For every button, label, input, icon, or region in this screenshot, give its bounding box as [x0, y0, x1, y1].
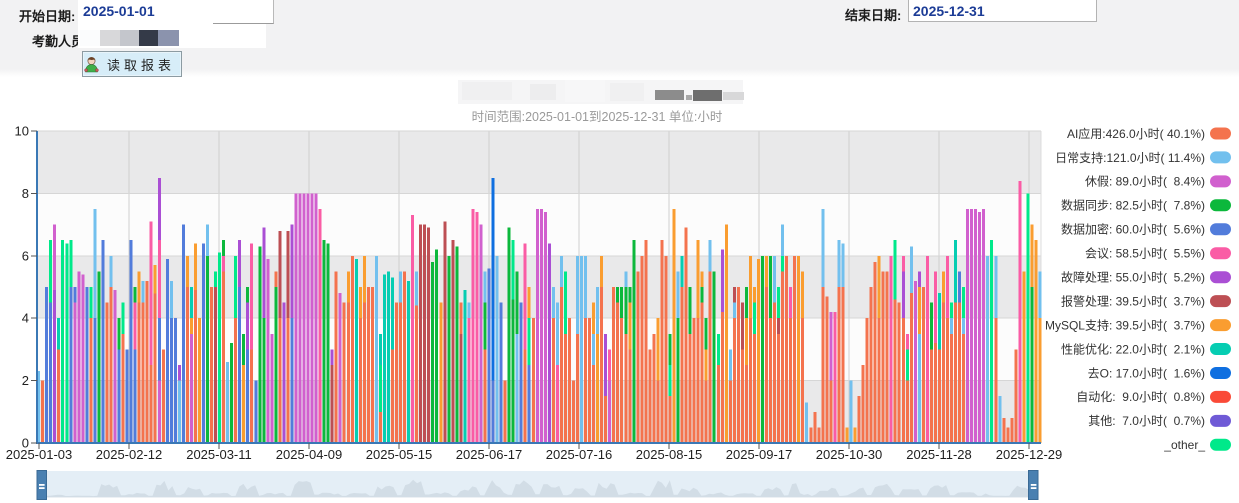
svg-text:2025-01-03: 2025-01-03 [6, 447, 73, 462]
svg-text:2025-12-29: 2025-12-29 [996, 447, 1063, 462]
svg-text:2025-08-15: 2025-08-15 [636, 447, 703, 462]
svg-text:8: 8 [22, 186, 29, 201]
svg-text:10: 10 [15, 124, 29, 139]
svg-text:2025-11-28: 2025-11-28 [906, 447, 972, 462]
svg-text:6: 6 [22, 248, 29, 263]
svg-text:2025-03-11: 2025-03-11 [186, 447, 252, 462]
svg-text:2025-07-16: 2025-07-16 [546, 447, 613, 462]
svg-text:会议: 58.5小时( 5.5%): 会议: 58.5小时( 5.5%) [1085, 247, 1205, 261]
svg-text:4: 4 [22, 311, 29, 326]
svg-text:时间范围:2025-01-01到2025-12-31 单位:: 时间范围:2025-01-01到2025-12-31 单位:小时 [472, 109, 723, 124]
svg-text:其他: 7.0小时( 0.7%): 其他: 7.0小时( 0.7%) [1088, 414, 1205, 428]
svg-text:2025-10-30: 2025-10-30 [816, 447, 883, 462]
svg-text:日常支持:121.0小时( 11.4%): 日常支持:121.0小时( 11.4%) [1055, 150, 1205, 165]
svg-text:去O: 17.0小时( 1.6%): 去O: 17.0小时( 1.6%) [1088, 366, 1205, 380]
svg-text:休假: 89.0小时( 8.4%): 休假: 89.0小时( 8.4%) [1085, 175, 1205, 189]
svg-text:自动化: 9.0小时( 0.8%): 自动化: 9.0小时( 0.8%) [1076, 390, 1205, 404]
svg-text:2025-04-09: 2025-04-09 [276, 447, 343, 462]
svg-text:数据同步: 82.5小时( 7.8%): 数据同步: 82.5小时( 7.8%) [1061, 198, 1205, 213]
svg-text:数据加密: 60.0小时( 5.6%): 数据加密: 60.0小时( 5.6%) [1061, 222, 1205, 237]
svg-text:2025-09-17: 2025-09-17 [726, 447, 793, 462]
svg-text:0: 0 [22, 436, 29, 451]
svg-text:性能优化: 22.0小时( 2.1%): 性能优化: 22.0小时( 2.1%) [1061, 342, 1205, 356]
svg-text:_other_: _other_ [1163, 438, 1205, 452]
svg-text:AI应用:426.0小时( 40.1%): AI应用:426.0小时( 40.1%) [1067, 126, 1205, 141]
svg-text:报警处理: 39.5小时( 3.7%): 报警处理: 39.5小时( 3.7%) [1061, 293, 1205, 308]
svg-text:2025-06-17: 2025-06-17 [456, 447, 523, 462]
svg-text:2: 2 [22, 373, 29, 388]
svg-text:故障处理: 55.0小时( 5.2%): 故障处理: 55.0小时( 5.2%) [1061, 270, 1205, 285]
svg-text:2025-05-15: 2025-05-15 [366, 447, 433, 462]
svg-text:MySQL支持: 39.5小时( 3.7%): MySQL支持: 39.5小时( 3.7%) [1045, 317, 1205, 332]
svg-text:2025-02-12: 2025-02-12 [96, 447, 163, 462]
